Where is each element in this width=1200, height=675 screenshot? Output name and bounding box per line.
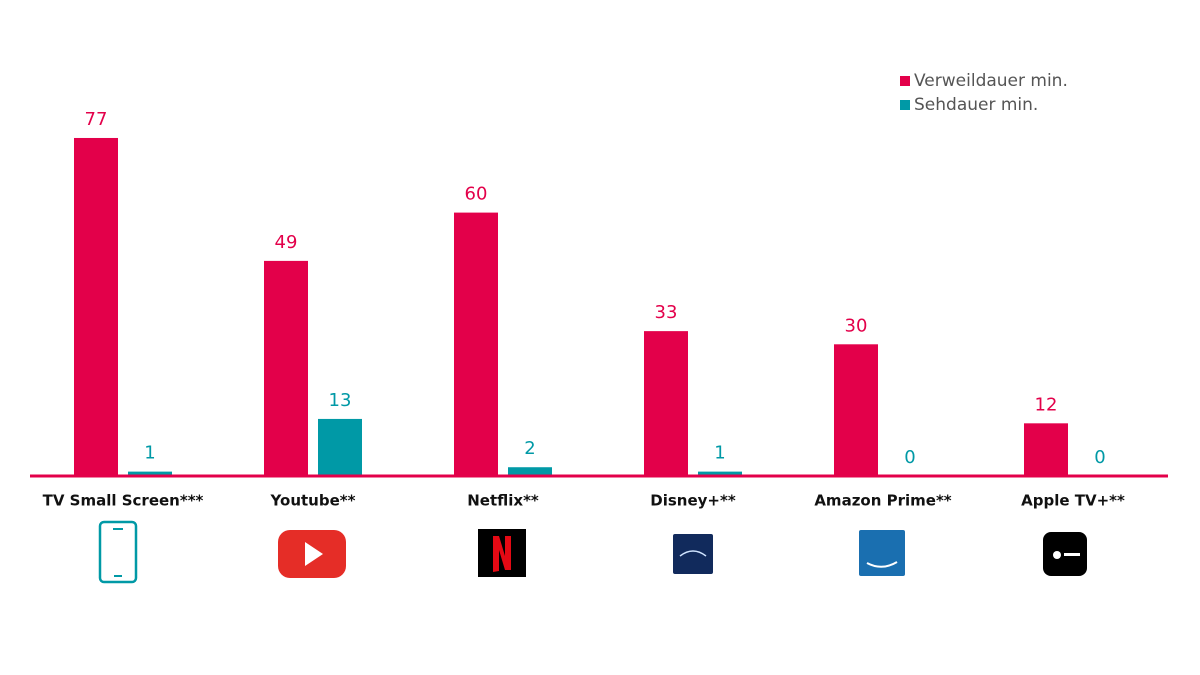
bar xyxy=(264,260,308,476)
bar xyxy=(698,471,742,476)
data-label: 49 xyxy=(275,232,298,253)
data-label: 60 xyxy=(465,184,488,205)
x-tick-label: Disney+** xyxy=(650,492,736,510)
icons xyxy=(98,520,1087,584)
data-label: 1 xyxy=(144,443,155,464)
netflix-icon-n xyxy=(493,536,511,572)
data-label: 13 xyxy=(329,390,352,411)
prime-icon-smile xyxy=(866,561,898,568)
x-tick-label: Amazon Prime** xyxy=(814,492,951,510)
appletv-icon-apple xyxy=(1053,551,1061,559)
phone-icon xyxy=(98,520,138,584)
data-label: 33 xyxy=(655,302,678,323)
data-label: 1 xyxy=(714,443,725,464)
data-label: 77 xyxy=(85,109,108,130)
legend-label: Sehdauer min. xyxy=(914,95,1038,115)
legend-label: Verweildauer min. xyxy=(914,71,1068,91)
x-tick-label: Youtube** xyxy=(270,492,356,510)
data-label: 30 xyxy=(845,315,868,336)
x-tick-label: Netflix** xyxy=(467,492,539,510)
bar xyxy=(1024,423,1068,476)
bar xyxy=(834,344,878,476)
bar xyxy=(644,331,688,476)
bar xyxy=(74,137,118,476)
appletv-icon-mark xyxy=(1064,553,1080,556)
bar xyxy=(454,212,498,476)
legend-swatch xyxy=(900,100,910,110)
data-label: 0 xyxy=(904,447,915,468)
data-label: 2 xyxy=(524,438,535,459)
bar xyxy=(128,471,172,476)
x-tick-label: TV Small Screen*** xyxy=(43,492,204,510)
disney-icon-arc xyxy=(679,550,707,557)
x-tick-label: Apple TV+** xyxy=(1021,492,1125,510)
youtube-icon-play xyxy=(305,542,323,566)
legend-swatch xyxy=(900,76,910,86)
bar xyxy=(318,418,362,476)
prime-icon xyxy=(859,530,905,576)
disney-icon xyxy=(673,534,713,574)
data-label: 0 xyxy=(1094,447,1105,468)
data-label: 12 xyxy=(1035,394,1058,415)
bar xyxy=(508,467,552,476)
